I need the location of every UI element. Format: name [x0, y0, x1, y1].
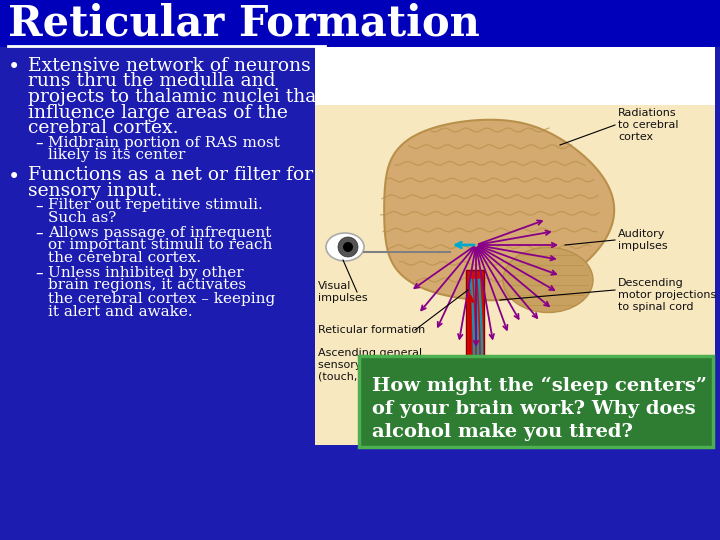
FancyBboxPatch shape: [315, 47, 715, 445]
Text: •: •: [8, 166, 20, 186]
Text: Reticular formation: Reticular formation: [318, 325, 426, 335]
Text: Such as?: Such as?: [48, 212, 117, 226]
Text: it alert and awake.: it alert and awake.: [48, 305, 193, 319]
Text: –: –: [35, 266, 42, 280]
FancyBboxPatch shape: [466, 270, 484, 445]
Text: Filter out repetitive stimuli.: Filter out repetitive stimuli.: [48, 199, 263, 213]
Ellipse shape: [503, 247, 593, 313]
Circle shape: [343, 242, 353, 252]
Ellipse shape: [326, 233, 364, 261]
Text: alcohol make you tired?: alcohol make you tired?: [372, 423, 633, 441]
Text: or important stimuli to reach: or important stimuli to reach: [48, 239, 272, 253]
Text: –: –: [35, 199, 42, 213]
Text: •: •: [8, 57, 20, 77]
Text: the cerebral cortex – keeping: the cerebral cortex – keeping: [48, 292, 275, 306]
Text: –: –: [35, 136, 42, 151]
Text: likely is its center: likely is its center: [48, 148, 185, 163]
Text: Reticular Formation: Reticular Formation: [8, 3, 480, 45]
Text: Visual
impulses: Visual impulses: [318, 281, 368, 303]
Text: runs thru the medulla and: runs thru the medulla and: [28, 72, 276, 91]
Text: How might the “sleep centers”: How might the “sleep centers”: [372, 377, 707, 395]
Text: Descending
motor projections
to spinal cord: Descending motor projections to spinal c…: [618, 279, 716, 312]
Text: the cerebral cortex.: the cerebral cortex.: [48, 252, 201, 266]
Text: Auditory
impulses: Auditory impulses: [618, 229, 667, 251]
Text: Radiations
to cerebral
cortex: Radiations to cerebral cortex: [618, 109, 678, 141]
Text: sensory input.: sensory input.: [28, 182, 163, 200]
Text: Ascending general
sensory tracts
(touch, pain, temperature): Ascending general sensory tracts (touch,…: [318, 348, 467, 382]
Circle shape: [338, 237, 358, 257]
Text: brain regions, it activates: brain regions, it activates: [48, 279, 246, 293]
Text: influence large areas of the: influence large areas of the: [28, 104, 288, 122]
Text: Extensive network of neurons that: Extensive network of neurons that: [28, 57, 355, 75]
Text: Allows passage of infrequent: Allows passage of infrequent: [48, 226, 271, 240]
Text: Functions as a net or filter for: Functions as a net or filter for: [28, 166, 313, 185]
Text: Unless inhibited by other: Unless inhibited by other: [48, 266, 243, 280]
Text: cerebral cortex.: cerebral cortex.: [28, 119, 179, 137]
Text: of your brain work? Why does: of your brain work? Why does: [372, 400, 696, 418]
FancyBboxPatch shape: [359, 356, 713, 447]
Polygon shape: [384, 120, 614, 300]
Text: Midbrain portion of RAS most: Midbrain portion of RAS most: [48, 136, 280, 150]
Text: –: –: [35, 226, 42, 240]
FancyBboxPatch shape: [0, 0, 720, 47]
FancyBboxPatch shape: [315, 105, 715, 445]
Text: projects to thalamic nuclei that: projects to thalamic nuclei that: [28, 88, 324, 106]
